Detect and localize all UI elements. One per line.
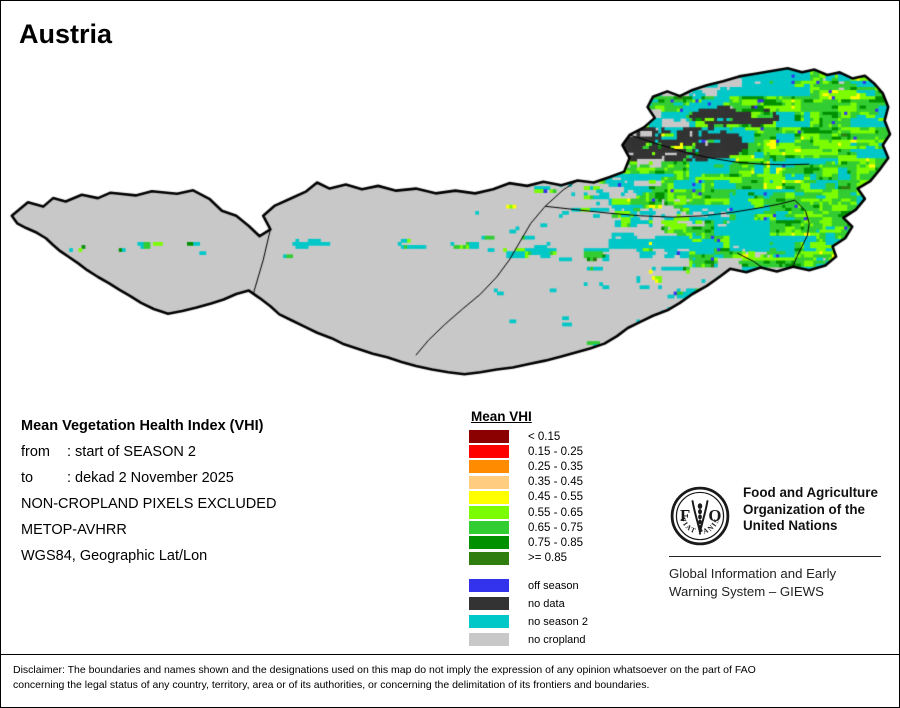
legend-label: 0.15 - 0.25 xyxy=(528,445,583,458)
map-figure xyxy=(1,56,899,396)
legend-swatch xyxy=(469,475,509,489)
legend-label: no season 2 xyxy=(528,615,588,628)
svg-text:F: F xyxy=(680,506,690,525)
map-metadata: Mean Vegetation Health Index (VHI) from:… xyxy=(21,413,451,569)
legend-swatch xyxy=(469,460,509,474)
legend-item: >= 0.85 xyxy=(469,551,588,566)
legend-label: no data xyxy=(528,597,565,610)
disclaimer: Disclaimer: The boundaries and names sho… xyxy=(13,663,883,692)
fao-organization-name: Food and Agriculture Organization of the… xyxy=(743,485,878,535)
legend-item: no cropland xyxy=(469,631,588,649)
legend-label: 0.25 - 0.35 xyxy=(528,460,583,473)
legend-label: 0.55 - 0.65 xyxy=(528,506,583,519)
legend-item: 0.75 - 0.85 xyxy=(469,535,588,550)
fao-divider xyxy=(669,556,881,557)
legend-label: off season xyxy=(528,579,579,592)
metadata-to-value: : dekad 2 November 2025 xyxy=(67,470,234,486)
metadata-heading: Mean Vegetation Health Index (VHI) xyxy=(21,418,264,434)
legend-label: 0.45 - 0.55 xyxy=(528,491,583,504)
legend-swatch xyxy=(469,445,509,459)
fao-header: F O FIAT PANIS Food and Agriculture Orga… xyxy=(669,485,884,547)
legend-swatch xyxy=(469,579,509,593)
legend-swatch xyxy=(469,506,509,520)
giews-line-2: Warning System – GIEWS xyxy=(669,583,824,599)
legend-swatch xyxy=(469,536,509,550)
giews-line-1: Global Information and Early xyxy=(669,566,837,581)
fao-branding: F O FIAT PANIS Food and Agriculture Orga… xyxy=(669,485,884,600)
metadata-sensor: METOP-AVHRR xyxy=(21,522,127,538)
metadata-projection: WGS84, Geographic Lat/Lon xyxy=(21,548,208,564)
metadata-cropland-note: NON-CROPLAND PIXELS EXCLUDED xyxy=(21,496,277,512)
austria-vhi-map xyxy=(1,56,899,396)
fao-logo-icon: F O FIAT PANIS xyxy=(670,486,730,546)
disclaimer-line-2: concerning the legal status of any count… xyxy=(13,678,650,691)
legend-item: 0.65 - 0.75 xyxy=(469,520,588,535)
legend-swatch xyxy=(469,521,509,535)
metadata-to-label: to xyxy=(21,470,34,486)
metadata-from-label: from xyxy=(21,444,50,460)
legend-item: 0.55 - 0.65 xyxy=(469,505,588,520)
legend-swatch xyxy=(469,490,509,504)
legend-item: < 0.15 xyxy=(469,429,588,444)
legend-label: no cropland xyxy=(528,633,586,646)
legend-label: 0.65 - 0.75 xyxy=(528,521,583,534)
legend-item: 0.35 - 0.45 xyxy=(469,475,588,490)
svg-text:O: O xyxy=(708,506,721,525)
fao-org-line-3: United Nations xyxy=(743,518,838,533)
legend-label: 0.35 - 0.45 xyxy=(528,476,583,489)
legend-class-list: < 0.15 0.15 - 0.25 0.25 - 0.35 0.35 - 0.45 0… xyxy=(469,429,588,566)
legend-swatch xyxy=(469,430,509,444)
metadata-from-value: : start of SEASON 2 xyxy=(67,444,196,460)
legend-item: 0.15 - 0.25 xyxy=(469,444,588,459)
legend-item: 0.45 - 0.55 xyxy=(469,490,588,505)
legend-label: >= 0.85 xyxy=(528,552,568,565)
metadata-row-from: from : start of SEASON 2 xyxy=(21,439,451,465)
legend-swatch xyxy=(469,551,509,565)
disclaimer-line-1: Disclaimer: The boundaries and names sho… xyxy=(13,664,756,676)
page-title: Austria xyxy=(19,19,113,49)
fao-org-line-1: Food and Agriculture xyxy=(743,485,878,500)
legend-swatch xyxy=(469,597,509,611)
legend-item: no data xyxy=(469,595,588,613)
legend-item: 0.25 - 0.35 xyxy=(469,459,588,474)
disclaimer-divider xyxy=(1,654,899,655)
legend-item: off season xyxy=(469,577,588,595)
legend-item: no season 2 xyxy=(469,613,588,631)
legend-label: < 0.15 xyxy=(528,430,561,443)
legend-title: Mean VHI xyxy=(471,409,532,424)
legend-special-list: off season no data no season 2 no cropland xyxy=(469,577,588,649)
legend-label: 0.75 - 0.85 xyxy=(528,536,583,549)
fao-org-line-2: Organization of the xyxy=(743,501,865,517)
metadata-row-to: to : dekad 2 November 2025 xyxy=(21,465,451,491)
legend-swatch xyxy=(469,633,509,647)
giews-programme: Global Information and Early Warning Sys… xyxy=(669,565,884,600)
legend: Mean VHI < 0.15 0.15 - 0.25 0.25 - 0.35 0.3… xyxy=(469,409,588,649)
legend-swatch xyxy=(469,615,509,629)
